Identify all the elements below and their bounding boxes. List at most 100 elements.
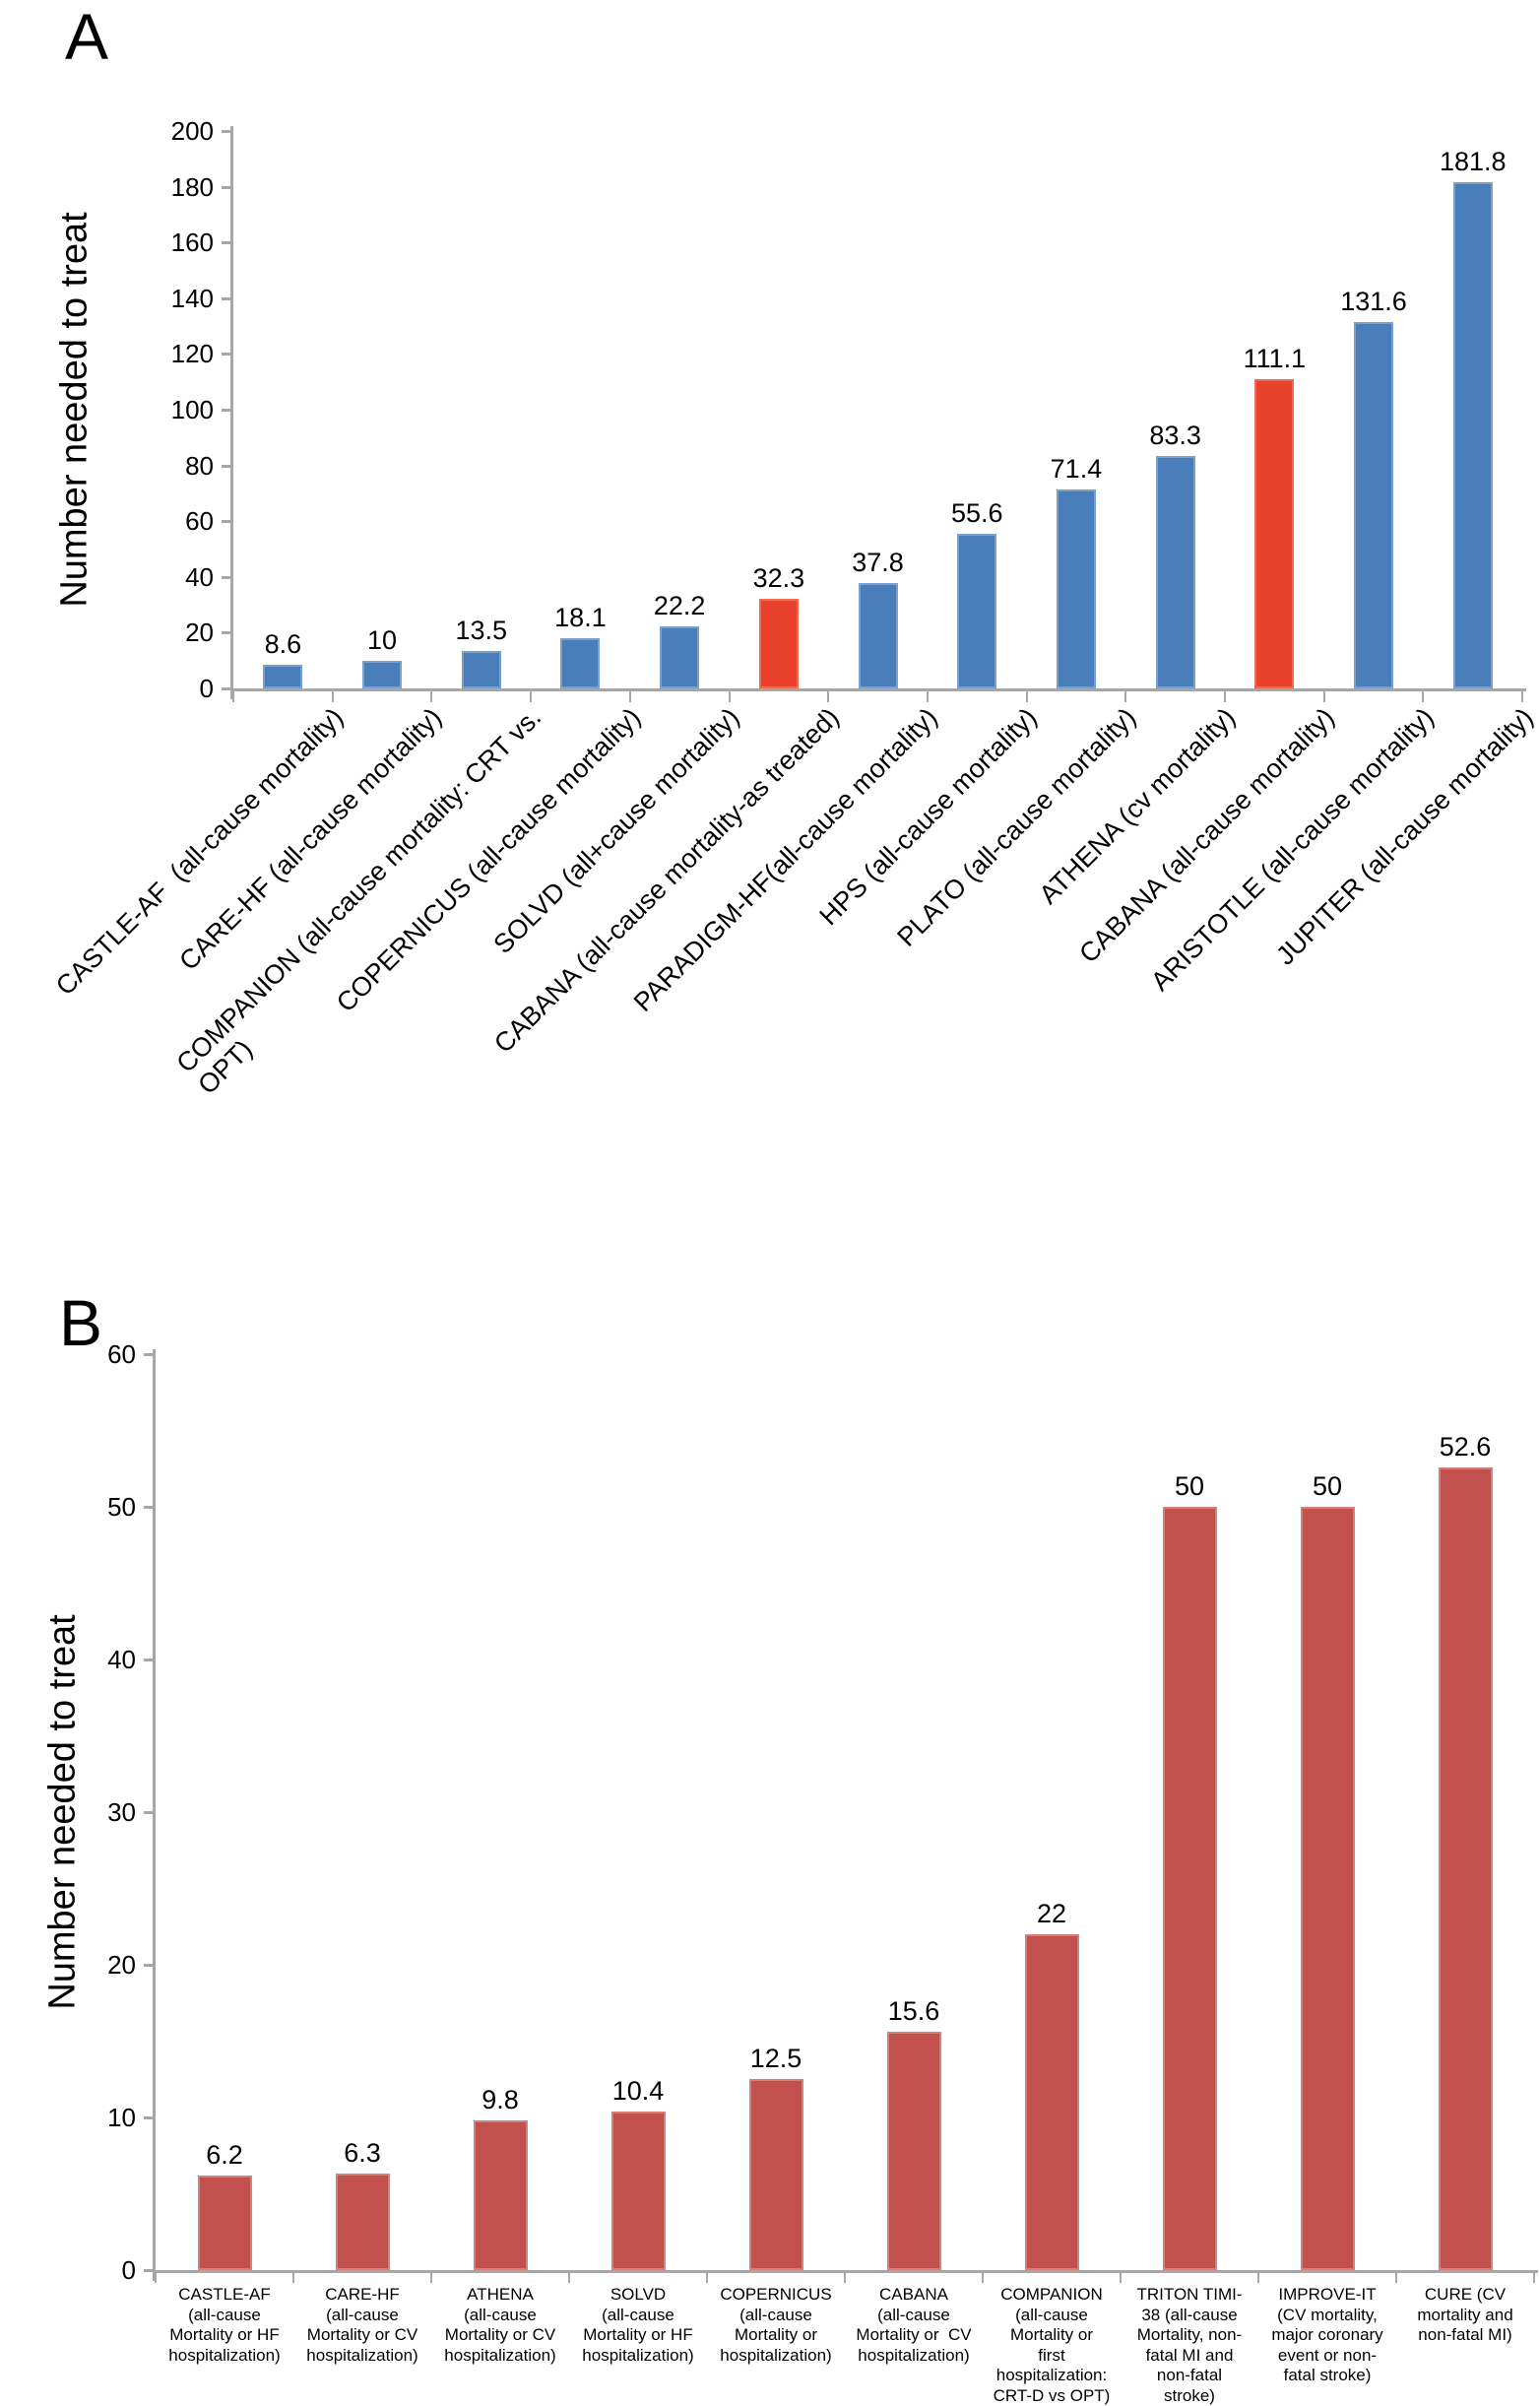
x-axis-tick [568, 2273, 570, 2283]
x-axis-tick [1224, 691, 1226, 702]
bar-value-label: 83.3 [1149, 421, 1201, 450]
x-axis-tick [155, 2273, 157, 2283]
x-axis-tick [292, 2273, 294, 2283]
y-axis-tick [222, 241, 230, 245]
y-axis-tick [144, 1506, 153, 1509]
bar [1155, 456, 1195, 688]
x-axis-category-label: CURE (CV mortality and non-fatal MI) [1417, 2285, 1513, 2344]
bar-value-label: 9.8 [481, 2085, 519, 2114]
x-axis-tick [728, 691, 731, 702]
y-axis-tick [222, 520, 230, 524]
x-axis-tick [1257, 2273, 1259, 2283]
y-axis-tick [144, 2116, 153, 2119]
x-axis-tick [232, 691, 234, 702]
y-axis-tick-label: 80 [185, 450, 214, 481]
bar-value-label: 111.1 [1243, 344, 1307, 373]
bar [362, 661, 403, 688]
y-axis-tick [222, 464, 230, 468]
bar [197, 2176, 252, 2270]
y-axis-tick-label: 40 [107, 1645, 136, 1674]
y-axis-tick [222, 185, 230, 189]
x-axis-tick [628, 691, 631, 702]
y-axis-tick-label: 30 [107, 1797, 136, 1827]
y-axis-line [230, 126, 233, 699]
x-axis-category-label: IMPROVE-IT (CV mortality, major coronary… [1271, 2285, 1383, 2384]
bar-value-label: 55.6 [950, 498, 1003, 528]
y-axis-line [153, 1349, 156, 2281]
x-axis-tick [1025, 691, 1028, 702]
bar [886, 2032, 941, 2270]
x-axis-category-label: COPERNICUS (all-cause Mortality or hospi… [720, 2285, 832, 2365]
y-axis-tick-label: 50 [107, 1492, 136, 1522]
x-axis-tick [706, 2273, 708, 2283]
x-axis-category-label: ATHENA (cv mortality) [1033, 702, 1242, 910]
x-axis-tick [1120, 2273, 1122, 2283]
y-axis-tick [222, 687, 230, 690]
y-axis-tick [144, 1964, 153, 1967]
bar-value-label: 22.2 [653, 591, 706, 620]
x-axis-tick [1533, 2273, 1535, 2283]
x-axis-line [230, 688, 1527, 691]
x-axis-tick [331, 691, 334, 702]
y-axis-tick [222, 631, 230, 635]
bar [1354, 322, 1394, 688]
x-axis-tick [982, 2273, 984, 2283]
y-axis-tick-label: 140 [170, 283, 214, 313]
bar-value-label: 18.1 [554, 603, 607, 632]
x-axis-tick [1395, 2273, 1397, 2283]
bar [473, 2120, 528, 2270]
bar [1162, 1507, 1217, 2270]
bar-value-label: 52.6 [1439, 1432, 1492, 1462]
bar [560, 638, 601, 688]
bar-value-label: 8.6 [264, 629, 302, 659]
bar [610, 2112, 666, 2270]
bar [1254, 379, 1295, 688]
x-axis-tick [430, 691, 433, 702]
y-axis-tick [144, 1353, 153, 1356]
bar [1452, 182, 1493, 688]
bar-value-label: 6.2 [206, 2140, 243, 2170]
y-axis-tick-label: 100 [170, 395, 214, 424]
x-axis-category-label: CARE-HF (all-cause Mortality or CV hospi… [306, 2285, 418, 2365]
x-axis-tick [530, 691, 533, 702]
bar [748, 2079, 803, 2270]
y-axis-tick [144, 2269, 153, 2272]
y-axis-tick [222, 296, 230, 300]
x-axis-tick [844, 2273, 846, 2283]
bar-value-label: 13.5 [455, 616, 508, 645]
x-axis-tick [1322, 691, 1325, 702]
bar-value-label: 50 [1312, 1471, 1343, 1501]
bar [1056, 489, 1096, 688]
y-axis-tick [222, 575, 230, 579]
x-axis-category-label: CASTLE-AF (all-cause Mortality or HF hos… [168, 2285, 281, 2365]
x-axis-category-label: SOLVD (all-cause Mortality or HF hospita… [582, 2285, 694, 2365]
bar [335, 2174, 390, 2270]
bar-value-label: 6.3 [344, 2138, 381, 2168]
x-axis-line [153, 2270, 1538, 2273]
bar-value-label: 131.6 [1340, 287, 1407, 316]
y-axis-tick-label: 10 [107, 2103, 136, 2132]
y-axis-tick-label: 0 [199, 674, 214, 703]
y-axis-tick-label: 120 [170, 339, 214, 369]
bar-value-label: 10.4 [611, 2076, 665, 2106]
y-axis-tick-label: 40 [185, 561, 214, 592]
x-axis-tick [1124, 691, 1127, 702]
panel-b-letter: B [59, 1286, 103, 1359]
x-axis-category-label: ATHENA (all-cause Mortality or CV hospit… [444, 2285, 556, 2365]
x-axis-tick [430, 2273, 432, 2283]
y-axis-tick-label: 20 [107, 1950, 136, 1980]
bar [461, 651, 501, 688]
x-axis-category-label: CABANA (all-cause Mortality or CV hospit… [856, 2285, 972, 2365]
bar [263, 665, 303, 688]
bar-value-label: 71.4 [1050, 454, 1103, 484]
bar [1438, 1467, 1493, 2270]
bar [758, 599, 799, 688]
y-axis-tick-label: 60 [107, 1339, 136, 1369]
y-axis-tick-label: 160 [170, 228, 214, 258]
y-axis-tick [144, 1658, 153, 1661]
y-axis-tick-label: 60 [185, 506, 214, 537]
x-axis-tick [926, 691, 929, 702]
y-axis-tick-label: 20 [185, 618, 214, 648]
y-axis-tick-label: 180 [170, 171, 214, 202]
